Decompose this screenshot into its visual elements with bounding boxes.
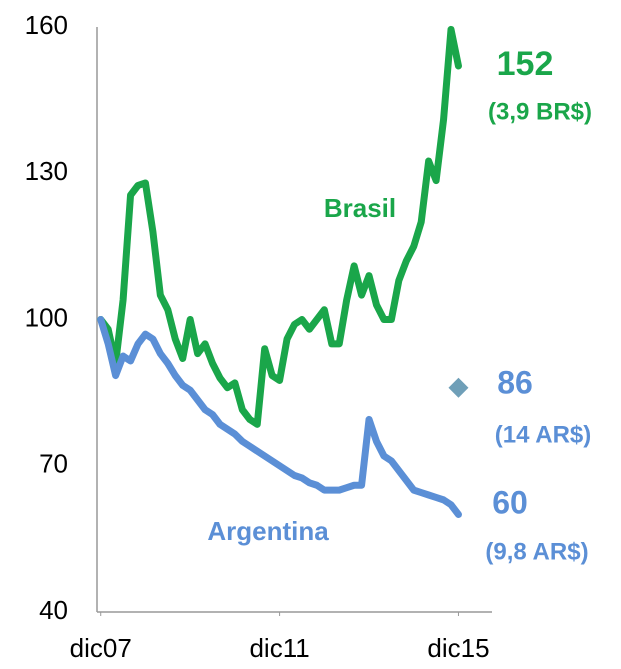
- marker-label: 86: [497, 364, 533, 400]
- end-label: 152: [497, 45, 554, 83]
- line: [97, 316, 462, 518]
- x-tick-label: dic07: [70, 633, 132, 663]
- y-tick-label: 160: [25, 10, 68, 40]
- end-label: 60: [492, 484, 528, 520]
- y-tick-label: 70: [39, 449, 68, 479]
- series-label: Brasil: [324, 193, 396, 223]
- y-tick-label: 40: [39, 595, 68, 625]
- annotation: (9,8 AR$): [485, 538, 588, 565]
- annotation: (3,9 BR$): [488, 98, 592, 125]
- marker: [448, 377, 469, 398]
- y-tick-label: 130: [25, 156, 68, 186]
- x-tick-label: dic11: [249, 633, 309, 663]
- line: [97, 25, 462, 428]
- y-tick-label: 100: [25, 302, 68, 332]
- x-tick-label: dic15: [427, 633, 489, 663]
- annotation: (14 AR$): [495, 421, 591, 448]
- series-label: Argentina: [207, 516, 329, 546]
